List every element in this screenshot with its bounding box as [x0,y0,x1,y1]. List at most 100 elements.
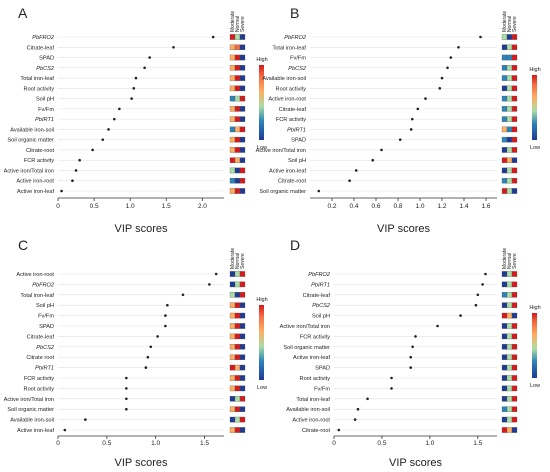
heatmap-cell [229,65,236,71]
heatmap-cell [229,54,236,61]
color-legend-bar [259,305,264,380]
heatmap-cell [229,106,236,112]
vip-point [409,366,413,369]
legend-low-label: Low [530,145,540,151]
heatmap-cell [511,34,518,40]
heatmap-cell [239,34,246,40]
heatmap-cell [229,271,236,277]
heatmap-cell [511,177,518,184]
panel-letter: D [290,237,300,253]
variable-label: Soil pH [288,158,306,164]
heatmap-cell [234,147,241,153]
heatmap-cell [234,375,241,381]
vip-point [414,335,417,338]
heatmap-cell [239,54,246,61]
vip-point [479,35,482,39]
heatmap-cell [234,126,241,133]
heatmap-cell [506,396,513,402]
vip-point [71,179,74,183]
heatmap-cell [511,375,518,381]
vip-point [446,66,449,70]
heatmap-cell [506,292,513,298]
vip-point [164,324,167,328]
heatmap-cell [511,44,518,51]
heatmap-cell [229,126,236,133]
vip-point [484,272,487,276]
heatmap-cell [239,95,246,102]
vip-point [125,397,128,401]
vip-point [366,397,369,401]
heatmap-column-label: Severe [240,16,246,32]
variable-label: Active iron-root [16,179,54,185]
heatmap-cell [239,333,246,340]
heatmap-column-label: Severe [512,16,518,32]
heatmap-cell [234,344,241,350]
heatmap-cell [239,271,246,277]
vip-point [411,345,414,349]
heatmap-cell [234,271,241,277]
variable-label: Fv/Fm [290,56,306,62]
heatmap-cell [506,95,513,102]
panel-letter: B [290,5,299,21]
heatmap-cell [239,167,246,174]
variable-label: Soil organic matter [283,345,330,351]
heatmap-cell [501,302,508,308]
heatmap-cell [501,116,508,122]
legend-low-label: Low [257,145,267,151]
vip-point [356,407,360,411]
x-tick-label: 1.0 [126,203,135,210]
heatmap-cell [511,126,518,133]
heatmap-cell [506,406,513,412]
heatmap-cell [511,302,518,308]
x-tick-label: 1.4 [459,203,468,210]
heatmap-cell [506,157,513,163]
variable-label: Citrate-root [26,148,54,154]
heatmap-cell [239,364,246,371]
vip-point [208,283,211,286]
x-axis-label: VIP scores [377,223,430,235]
heatmap-cell [506,177,513,184]
vip-point [156,335,159,338]
legend-low-label: Low [257,385,267,391]
heatmap-cell [229,385,236,392]
variable-label: PbFRO2 [308,272,331,278]
heatmap-cell [239,126,246,133]
vip-point [166,303,169,307]
variable-label: Available iron-soil [10,418,54,424]
variable-label: Citrate-root [278,179,306,185]
heatmap-cell [501,188,508,194]
heatmap-cell [501,136,508,143]
heatmap-cell [506,281,513,288]
heatmap-cell [229,406,236,412]
legend-high-label: High [529,67,540,73]
heatmap-cell [501,364,508,371]
heatmap-column-label: Normal [507,253,513,269]
heatmap-column-label: Normal [235,253,241,269]
heatmap-cell [229,344,236,350]
heatmap-cell [506,416,513,423]
x-tick-label: 1.5 [473,440,482,447]
heatmap-cell [239,177,246,184]
x-tick-label: 0.2 [327,203,336,210]
variable-label: Citrate-leaf [303,293,331,299]
variable-label: PbCS2 [36,345,55,351]
heatmap-cell [506,44,513,51]
vip-point [409,355,413,359]
heatmap-cell [239,427,246,433]
heatmap-cell [506,126,513,133]
x-tick-label: 1.6 [481,203,490,210]
x-tick-label: 2.0 [198,203,207,210]
x-tick-label: 0 [56,203,60,210]
heatmap-cell [511,188,518,194]
heatmap-cell [229,85,236,92]
heatmap-cell [501,416,508,423]
heatmap-cell [234,333,241,340]
heatmap-cell [501,65,508,71]
panel-d: D PbFRO2 PbIRT1 Citrate-leaf PbCS2 Soil pH Act… [280,237,541,469]
vip-point [409,128,413,131]
heatmap-cell [511,106,518,112]
heatmap-cell [501,333,508,340]
heatmap-cell [239,312,246,319]
heatmap-cell [234,281,241,288]
legend-low-label: Low [530,383,540,389]
